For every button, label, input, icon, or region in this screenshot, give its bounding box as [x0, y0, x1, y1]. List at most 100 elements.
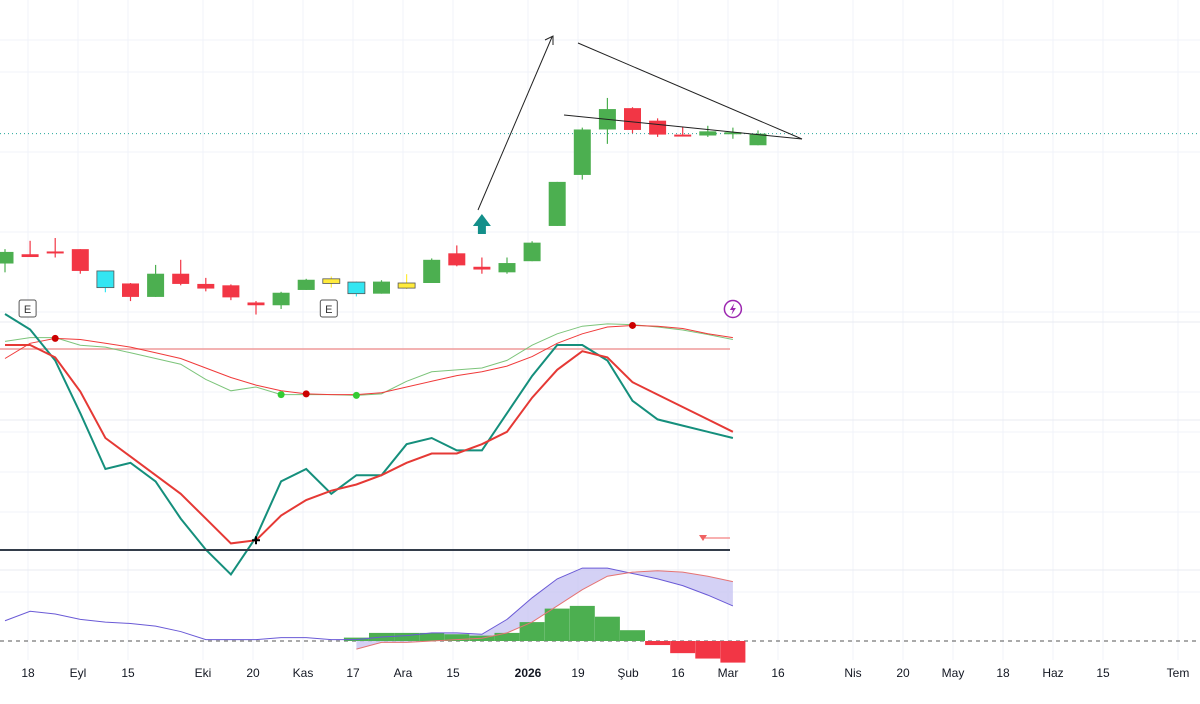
- candle-body: [297, 279, 315, 290]
- candle-body: [749, 133, 767, 146]
- candle-body: [397, 282, 416, 289]
- x-axis-tick-label: Eki: [195, 666, 212, 680]
- candle: [297, 278, 315, 290]
- candle-body: [272, 292, 290, 306]
- osc2-series-line: [5, 344, 734, 545]
- candle-body: [649, 120, 667, 135]
- macd-histogram-bar: [620, 630, 645, 641]
- x-axis-tick-label: 20: [246, 666, 260, 680]
- x-axis-tick-label: 18: [996, 666, 1010, 680]
- osc2-series-line: [4, 313, 734, 576]
- candle-body: [147, 273, 165, 297]
- candle-body: [322, 278, 341, 284]
- signal-arrow-up-icon: [472, 214, 491, 234]
- osc1-signal-dot: [277, 391, 285, 399]
- x-axis-tick-label: 19: [571, 666, 585, 680]
- macd-histogram-bar: [645, 641, 671, 646]
- candle: [373, 280, 390, 294]
- macd-histogram-bar: [394, 632, 420, 641]
- candle: [423, 258, 441, 283]
- candle-body: [548, 181, 566, 226]
- macd-histogram-bar: [444, 634, 470, 641]
- x-axis-tick-label: Haz: [1042, 666, 1063, 680]
- candle: [222, 284, 240, 301]
- candle: [347, 281, 366, 297]
- x-axis-tick-label: 15: [1096, 666, 1110, 680]
- candle: [624, 107, 641, 134]
- x-axis-tick-label: 20: [896, 666, 910, 680]
- candle: [649, 118, 667, 137]
- macd-histogram-bar: [544, 608, 570, 641]
- earnings-marker: E: [18, 299, 37, 318]
- macd-line: [4, 567, 734, 641]
- earnings-marker-box: [319, 299, 338, 318]
- candle: [322, 276, 341, 288]
- x-axis-tick-label: Nis: [844, 666, 861, 680]
- candle-body: [699, 131, 717, 136]
- trend-arrow-line: [477, 36, 553, 211]
- candle-body: [347, 281, 366, 295]
- candle-body: [448, 253, 466, 266]
- candle-body: [96, 270, 115, 289]
- candle-body: [197, 283, 215, 289]
- x-axis-tick-label: 16: [671, 666, 685, 680]
- pennant-lower-line: [563, 114, 803, 140]
- candle: [172, 259, 190, 286]
- pennant-upper-line: [577, 42, 803, 140]
- candle: [197, 277, 215, 292]
- earnings-marker: E: [319, 299, 338, 318]
- macd-signal-fill: [356, 568, 733, 650]
- x-axis-tick-label: 17: [346, 666, 360, 680]
- earnings-marker-label: E: [24, 304, 31, 316]
- macd-histogram-bar: [494, 632, 520, 641]
- candle-body: [46, 251, 64, 254]
- macd-histogram-bar: [519, 622, 545, 641]
- macd-histogram-bar: [594, 616, 620, 641]
- x-axis-tick-label: 2026: [515, 666, 542, 680]
- osc1-signal-dot: [302, 390, 310, 398]
- x-axis-tick-label: Tem: [1167, 666, 1190, 680]
- candle: [21, 240, 39, 258]
- candle-body: [473, 266, 491, 270]
- macd-histogram-bar: [720, 641, 746, 663]
- candle-body: [21, 254, 39, 258]
- candle-body: [624, 108, 641, 130]
- candle-body: [122, 283, 139, 297]
- osc1-signal-dot: [629, 321, 636, 329]
- candle: [122, 282, 139, 302]
- candle-body: [724, 132, 742, 135]
- osc1-series-line: [4, 324, 733, 396]
- candle: [0, 249, 14, 273]
- candle: [247, 301, 265, 315]
- macd-signal-line: [356, 570, 734, 650]
- x-axis-tick-label: 18: [21, 666, 35, 680]
- candle: [674, 126, 692, 137]
- x-axis-tick-label: Şub: [617, 666, 639, 680]
- candle-body: [573, 129, 591, 175]
- candle: [749, 130, 767, 146]
- osc1-signal-dot: [51, 334, 59, 342]
- candle: [147, 264, 165, 297]
- earnings-marker-label: E: [325, 304, 332, 316]
- trend-arrow-head-icon: [544, 35, 554, 45]
- x-axis-tick-label: Eyl: [70, 666, 87, 680]
- candle-body: [373, 281, 390, 294]
- candle: [724, 127, 742, 139]
- candle-body: [172, 273, 190, 284]
- candle: [96, 270, 115, 293]
- candle-body: [674, 134, 692, 137]
- cross-marker-icon: [252, 536, 260, 545]
- candle: [523, 241, 541, 262]
- candle: [272, 291, 290, 309]
- candle: [699, 125, 717, 137]
- signal-triangle-down-icon: [699, 535, 707, 541]
- x-axis-tick-label: Kas: [293, 666, 314, 680]
- candle-body: [423, 259, 441, 283]
- earnings-marker-box: [18, 299, 37, 318]
- candle-body: [0, 251, 14, 264]
- candle: [397, 274, 416, 290]
- macd-histogram-bar: [670, 641, 696, 654]
- macd-histogram-bar: [419, 632, 445, 641]
